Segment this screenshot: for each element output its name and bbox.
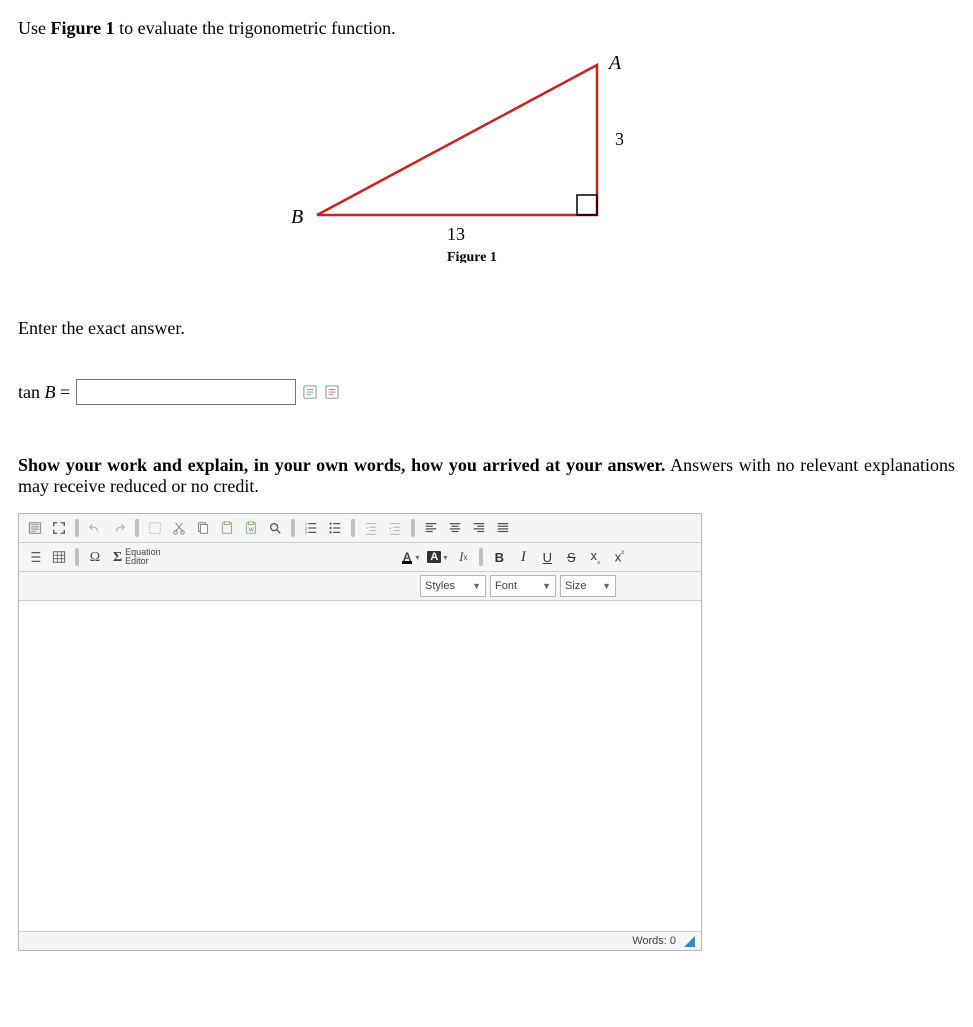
align-justify-icon[interactable] (492, 517, 514, 539)
font-dropdown[interactable]: Font▼ (490, 575, 556, 597)
triangle-figure: A B 13 3 Figure 1 (277, 45, 697, 263)
indent-icon[interactable] (384, 517, 406, 539)
special-char-icon[interactable]: Ω (84, 546, 106, 568)
undo-icon[interactable] (84, 517, 106, 539)
answer-row: tan B = (18, 379, 955, 405)
toolbar-separator (411, 519, 415, 537)
sigma-icon: Σ (113, 553, 122, 562)
paste-word-icon[interactable]: W (240, 517, 262, 539)
vertex-a-label: A (607, 52, 622, 74)
toolbar-row-1: W 123 (19, 514, 701, 543)
toolbar-separator (135, 519, 139, 537)
enter-prompt: Enter the exact answer. (18, 318, 955, 339)
equation-editor-button[interactable]: Σ EquationEditor (108, 546, 166, 568)
superscript-button[interactable]: x² (608, 546, 630, 568)
align-right-icon[interactable] (468, 517, 490, 539)
numbered-list-icon[interactable]: 123 (300, 517, 322, 539)
bullet-list-icon[interactable] (324, 517, 346, 539)
answer-input[interactable] (76, 379, 296, 405)
outdent-icon[interactable] (360, 517, 382, 539)
search-icon[interactable] (264, 517, 286, 539)
toolbar-row-3: Styles▼ Font▼ Size▼ (19, 572, 701, 601)
toolbar-separator (75, 519, 79, 537)
source-icon[interactable] (24, 517, 46, 539)
align-left-icon[interactable] (420, 517, 442, 539)
italic-button[interactable]: I (512, 546, 534, 568)
maximize-icon[interactable] (48, 517, 70, 539)
vertex-b-label: B (291, 206, 303, 228)
copy-icon[interactable] (192, 517, 214, 539)
show-work-prompt: Show your work and explain, in your own … (18, 455, 955, 497)
svg-text:W: W (248, 528, 254, 534)
question-prefix: Use (18, 18, 51, 38)
editor-footer: Words: 0 (19, 931, 701, 950)
lineheight-icon[interactable] (24, 546, 46, 568)
remove-format-icon[interactable]: Ix (452, 546, 474, 568)
help-icon-1[interactable] (302, 384, 318, 400)
svg-text:3: 3 (305, 530, 308, 535)
toolbar-separator (75, 548, 79, 566)
underline-button[interactable]: U (536, 546, 558, 568)
figure-reference: Figure 1 (51, 18, 115, 38)
answer-label: tan B = (18, 382, 70, 403)
figure-caption: Figure 1 (447, 250, 497, 263)
editor-textarea[interactable] (19, 601, 701, 931)
question-prompt: Use Figure 1 to evaluate the trigonometr… (18, 18, 955, 39)
cut-icon[interactable] (168, 517, 190, 539)
right-angle-marker (577, 195, 597, 215)
side-bottom-label: 13 (447, 224, 465, 244)
align-center-icon[interactable] (444, 517, 466, 539)
triangle-polygon (317, 65, 597, 215)
table-icon[interactable] (48, 546, 70, 568)
toolbar-separator (479, 548, 483, 566)
paste-icon[interactable] (216, 517, 238, 539)
answer-eq: = (56, 382, 71, 402)
eq-editor-label: EquationEditor (125, 548, 161, 566)
toolbar-row-2: Ω Σ EquationEditor A A Ix B I U S x₂ x² (19, 543, 701, 572)
size-dropdown[interactable]: Size▼ (560, 575, 616, 597)
show-work-bold: Show your work and explain, in your own … (18, 455, 665, 475)
redo-icon[interactable] (108, 517, 130, 539)
strike-button[interactable]: S (560, 546, 582, 568)
rich-text-editor: W 123 Ω Σ EquationEditor A A Ix (18, 513, 702, 951)
subscript-button[interactable]: x₂ (584, 546, 606, 568)
answer-var: B (45, 382, 56, 402)
selectall-icon[interactable] (144, 517, 166, 539)
styles-dropdown[interactable]: Styles▼ (420, 575, 486, 597)
bold-button[interactable]: B (488, 546, 510, 568)
resize-handle[interactable] (684, 936, 695, 947)
answer-fn: tan (18, 382, 40, 402)
figure-container: A B 13 3 Figure 1 (18, 45, 955, 268)
toolbar-separator (291, 519, 295, 537)
help-icon-2[interactable] (324, 384, 340, 400)
question-suffix: to evaluate the trigonometric function. (115, 18, 396, 38)
bg-color-button[interactable]: A (424, 546, 450, 568)
text-color-button[interactable]: A (398, 546, 423, 568)
toolbar-separator (351, 519, 355, 537)
word-count: Words: 0 (632, 935, 676, 947)
side-right-label: 3 (615, 129, 624, 149)
